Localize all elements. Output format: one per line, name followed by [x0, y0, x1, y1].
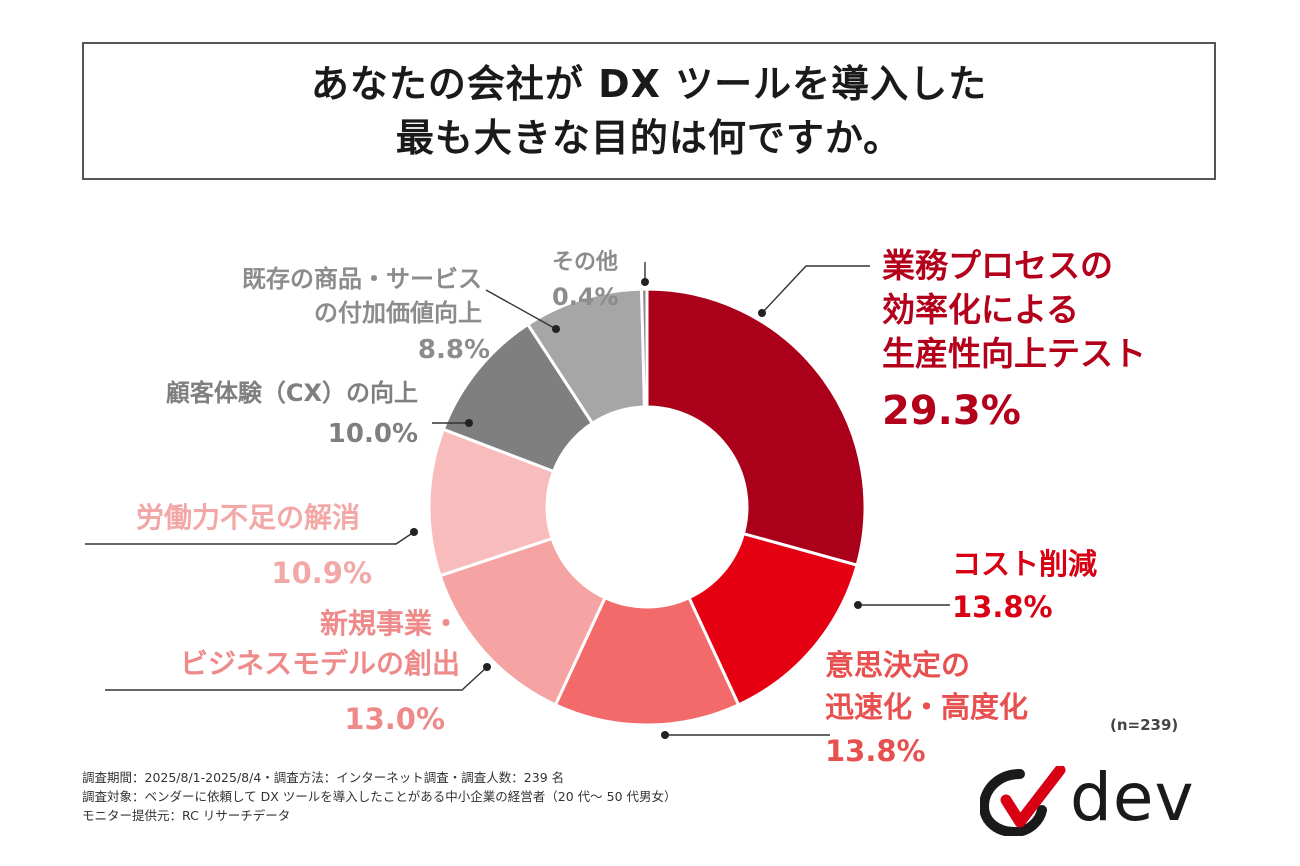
leader-dot-1	[854, 601, 862, 609]
slice-label-4: 労働力不足の解消 10.9%	[135, 498, 372, 595]
slice-label-3-line-1: ビジネスモデルの創出	[179, 647, 460, 680]
leader-dot-3	[483, 663, 491, 671]
slice-label-0-line-2: 生産性向上テスト	[882, 334, 1146, 373]
slice-label-2: 意思決定の迅速化・高度化 13.8%	[825, 644, 1028, 773]
sample-size-note: (n=239)	[1110, 716, 1179, 734]
leader-dot-2	[661, 731, 669, 739]
donut-slice-2	[553, 595, 741, 727]
slice-value-5: 10.0%	[327, 419, 418, 449]
slice-label-0-line-0: 業務プロセスの	[882, 246, 1113, 285]
slice-label-6: 既存の商品・サービスの付加価値向上 8.8%	[242, 262, 490, 370]
slice-label-0: 業務プロセスの 効率化による生産性向上テスト 29.3%	[882, 244, 1146, 438]
slice-value-7: 0.4%	[552, 283, 619, 311]
logo-text: dev	[1070, 759, 1195, 836]
slice-label-3: 新規事業・ビジネスモデルの創出 13.0%	[180, 604, 460, 741]
slice-value-0: 29.3%	[882, 388, 1021, 434]
survey-meta: 調査期間：2025/8/1-2025/8/4・調査方法：インターネット調査・調査…	[82, 768, 677, 825]
leader-dot-5	[465, 419, 473, 427]
slice-label-2-line-0: 意思決定の	[825, 648, 971, 682]
leader-dot-0	[758, 309, 766, 317]
slice-value-3: 13.0%	[344, 702, 445, 736]
meta-line-period: 調査期間：2025/8/1-2025/8/4・調査方法：インターネット調査・調査…	[82, 770, 565, 785]
donut-slice-1	[687, 531, 859, 707]
title-line-2: 最も大きな目的は何ですか。	[395, 116, 903, 160]
leader-dot-7	[641, 278, 649, 286]
slice-label-6-line-1: の付加価値向上	[314, 299, 482, 327]
slice-value-4: 10.9%	[271, 556, 372, 590]
slice-label-5: 顧客体験（CX）の向上 10.0%	[166, 374, 418, 454]
slice-label-5-line-0: 顧客体験（CX）の向上	[165, 379, 418, 407]
slice-label-1: コスト削減 13.8%	[952, 544, 1097, 629]
slice-label-7-line-0: その他	[552, 250, 619, 275]
slice-label-0-line-1: 効率化による	[882, 290, 1080, 329]
leader-dot-6	[552, 325, 560, 333]
leader-dot-4	[410, 528, 418, 536]
slice-label-6-line-0: 既存の商品・サービス	[242, 265, 482, 293]
slice-value-6: 8.8%	[417, 335, 490, 365]
slice-label-3-line-0: 新規事業・	[319, 607, 460, 640]
slice-value-2: 13.8%	[825, 734, 926, 768]
slice-label-1-line-0: コスト削減	[952, 547, 1098, 581]
donut-slice-7	[639, 287, 649, 409]
dev-logo-icon	[980, 766, 1066, 836]
donut-slice-3	[438, 536, 607, 707]
leader-line-6	[485, 289, 557, 330]
slice-value-1: 13.8%	[952, 590, 1053, 624]
leader-line-0	[761, 265, 870, 314]
title-box: あなたの会社が DX ツールを導入した 最も大きな目的は何ですか。	[82, 42, 1216, 180]
leader-line-4	[85, 531, 415, 545]
meta-line-target: 調査対象：ベンダーに依頼して DX ツールを導入したことがある中小企業の経営者（…	[82, 789, 677, 804]
slice-label-2-line-1: 迅速化・高度化	[825, 690, 1029, 724]
donut-slice-0	[645, 287, 867, 568]
slice-label-7: その他 0.4%	[552, 248, 619, 316]
leader-line-3	[105, 666, 488, 691]
meta-line-source: モニター提供元：RC リサーチデータ	[82, 808, 291, 823]
title-line-1: あなたの会社が DX ツールを導入した	[310, 62, 988, 106]
slice-label-4-line-0: 労働力不足の解消	[135, 501, 360, 534]
